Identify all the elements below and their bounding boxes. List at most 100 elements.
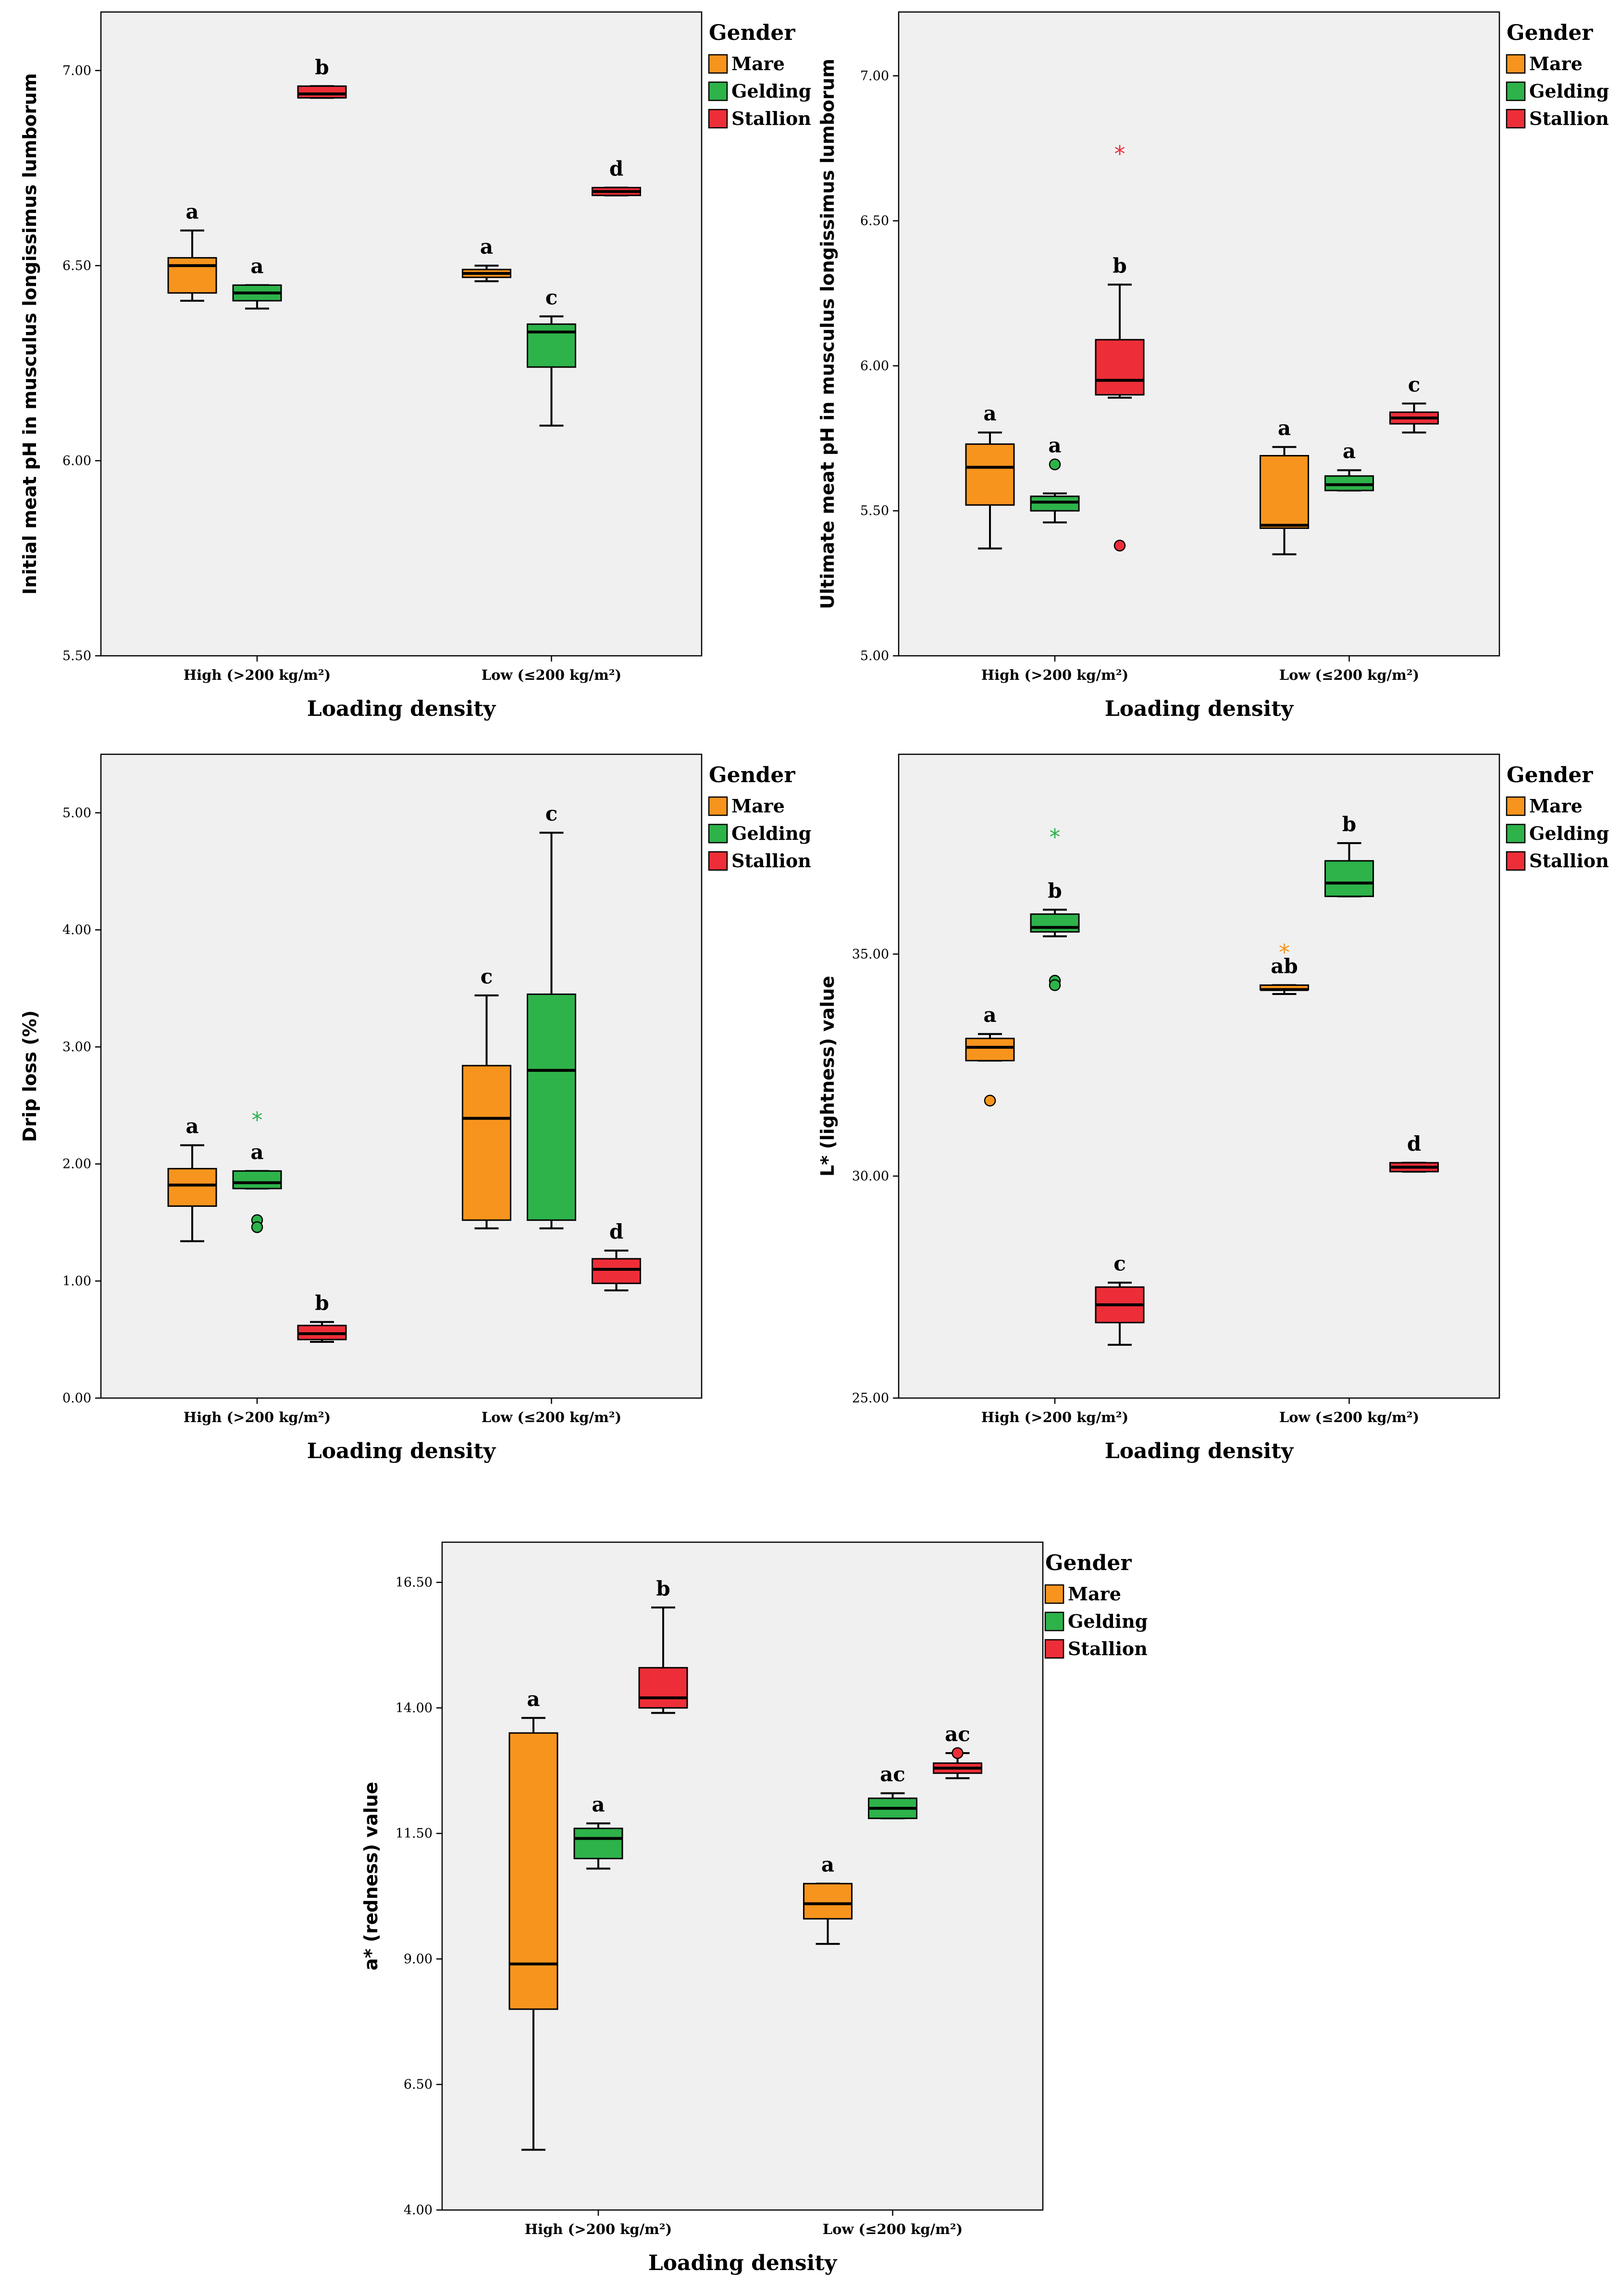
box-iqr	[167, 257, 217, 294]
significance-letter: a	[250, 1140, 263, 1164]
legend-title: Gender	[1045, 1551, 1132, 1575]
significance-letter: c	[481, 965, 493, 988]
box-gelding: a	[573, 1793, 623, 1870]
x-category-label: High (>200 kg/m²)	[184, 1409, 331, 1425]
box-iqr	[508, 1732, 558, 2010]
box-gelding: ac	[868, 1763, 917, 1819]
significance-letter: a	[527, 1687, 540, 1711]
y-axis-title: Initial meat pH in musculus longissimus …	[19, 73, 40, 595]
extreme-star: *	[1114, 141, 1125, 167]
box-gelding: b	[1324, 812, 1374, 897]
chart-panel-1: 5.50 6.00 6.50 7.00 High (>200 kg/m²) Low (≤2…	[19, 11, 703, 721]
significance-letter: c	[545, 285, 558, 309]
significance-letter: a	[983, 1003, 996, 1027]
outlier-circle	[952, 1747, 964, 1759]
y-tick-label: 6.50	[62, 258, 91, 273]
legend-title: Gender	[1507, 763, 1593, 787]
box-iqr	[965, 443, 1015, 506]
box-iqr	[1324, 475, 1374, 491]
box-mare: ab	[1260, 955, 1309, 995]
legend-swatch-mare	[1044, 1584, 1064, 1604]
box-iqr	[1095, 339, 1145, 396]
box-iqr	[1030, 495, 1080, 512]
legend-swatch-mare	[1506, 796, 1526, 816]
box-stallion: c	[1095, 1252, 1145, 1346]
y-tick-label: 16.50	[396, 1575, 433, 1590]
significance-letter: a	[185, 1115, 198, 1138]
significance-letter: a	[983, 402, 996, 425]
y-tick-label: 4.00	[404, 2203, 433, 2218]
legend-label-stallion: Stallion	[731, 850, 811, 872]
y-tick-label: 35.00	[852, 947, 889, 962]
legend-swatch-gelding	[708, 823, 728, 844]
box-mare: a	[965, 402, 1015, 550]
legend: Gender Mare Gelding Stallion	[1044, 1551, 1148, 1659]
chart-panel-4: 25.00 30.00 35.00 High (>200 kg/m²) Low (≤20…	[817, 753, 1500, 1463]
significance-letter: b	[315, 1291, 329, 1315]
box-mare: a	[1260, 416, 1309, 555]
box-stallion: b	[297, 1291, 347, 1343]
box-iqr	[232, 1170, 282, 1190]
legend-swatch-gelding	[1506, 81, 1526, 101]
box-iqr	[1324, 860, 1374, 897]
x-axis-title: Loading density	[1105, 1439, 1294, 1463]
y-axis-title: L* (lightness) value	[817, 976, 838, 1177]
y-axis-title: a* (redness) value	[360, 1782, 382, 1971]
significance-letter: a	[592, 1793, 605, 1816]
significance-letter: a	[480, 235, 493, 258]
x-category-label: High (>200 kg/m²)	[184, 667, 331, 683]
plot-area	[898, 11, 1500, 657]
y-tick-label: 25.00	[852, 1391, 889, 1406]
significance-letter: ac	[945, 1722, 970, 1746]
y-tick-label: 0.00	[62, 1391, 91, 1406]
legend-label-gelding: Gelding	[731, 823, 811, 844]
plot-area	[100, 11, 703, 657]
legend: Gender Mare Gelding Stallion	[708, 763, 811, 872]
y-tick-label: 6.00	[860, 358, 889, 373]
legend-swatch-stallion	[708, 851, 728, 871]
box-stallion: b	[638, 1577, 688, 1714]
x-category-label: Low (≤200 kg/m²)	[482, 667, 622, 683]
legend: Gender Mare Gelding Stallion	[1506, 21, 1609, 129]
significance-letter: b	[1113, 254, 1126, 277]
extreme-star: *	[1050, 824, 1061, 850]
plot-area	[898, 753, 1500, 1399]
y-tick-label: 5.50	[62, 649, 91, 663]
legend-label-gelding: Gelding	[731, 80, 811, 102]
box-gelding: c	[527, 802, 576, 1229]
legend-swatch-gelding	[1506, 823, 1526, 844]
significance-letter: a	[1278, 416, 1291, 440]
box-stallion: ac	[933, 1722, 982, 1780]
box-stallion: d	[1389, 1132, 1439, 1173]
box-iqr	[573, 1828, 623, 1859]
legend-label-gelding: Gelding	[1529, 823, 1609, 844]
y-tick-label: 5.50	[860, 503, 889, 518]
legend-label-mare: Mare	[1529, 795, 1583, 817]
significance-letter: b	[1342, 812, 1356, 836]
legend-label-stallion: Stallion	[1529, 850, 1609, 872]
significance-letter: d	[609, 157, 623, 180]
outlier-circle	[1049, 979, 1061, 991]
legend-label-mare: Mare	[731, 53, 785, 74]
legend-swatch-mare	[1506, 54, 1526, 74]
y-tick-label: 6.50	[404, 2077, 433, 2092]
chart-panel-3: 0.00 1.00 2.00 3.00 4.00 5.00 High (>200 kg/m²…	[19, 753, 703, 1463]
box-iqr	[1030, 913, 1080, 933]
legend-title: Gender	[709, 21, 795, 45]
significance-letter: d	[1407, 1132, 1421, 1155]
significance-letter: c	[545, 802, 558, 825]
box-gelding: a	[1324, 440, 1374, 491]
significance-letter: ab	[1271, 955, 1298, 978]
legend-swatch-gelding	[708, 81, 728, 101]
significance-letter: a	[185, 200, 198, 223]
legend-label-mare: Mare	[1529, 53, 1583, 74]
y-tick-label: 5.00	[62, 806, 91, 821]
y-tick-label: 6.00	[62, 454, 91, 468]
y-tick-label: 14.00	[396, 1701, 433, 1716]
box-mare: a	[965, 1003, 1015, 1062]
legend-swatch-mare	[708, 54, 728, 74]
box-stallion: c	[1389, 373, 1439, 434]
box-iqr	[462, 1065, 511, 1221]
chart-panel-5: 4.00 6.50 9.00 11.50 14.00 16.50 High (>200 kg…	[360, 1541, 1044, 2275]
